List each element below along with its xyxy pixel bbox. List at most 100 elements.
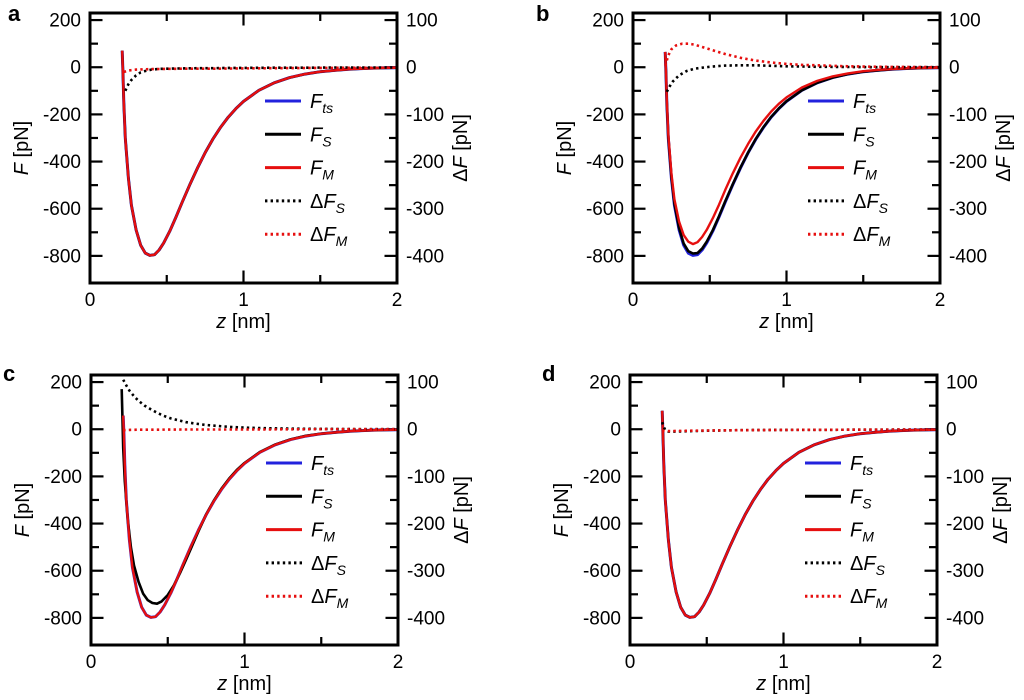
y-axis-right-tick-label: -200 (406, 152, 444, 173)
y-axis-right-tick-label: 0 (407, 420, 418, 441)
y-axis-right-tick-label: -300 (406, 199, 444, 220)
panel-label-a: a (8, 1, 21, 26)
y-axis-right-tick-label: 100 (406, 11, 438, 32)
y-axis-left-tick-label: -400 (586, 152, 624, 173)
y-axis-right-title: ΔF [pN] (451, 476, 473, 544)
y-axis-right-tick-label: -200 (946, 514, 984, 535)
y-axis-right-tick-label: 100 (949, 11, 981, 32)
y-axis-left-tick-label: 0 (610, 420, 621, 441)
y-axis-right-tick-label: 100 (946, 373, 978, 394)
x-axis-tick-label: 2 (932, 652, 943, 673)
legend-label: ΔFM (310, 224, 348, 249)
y-axis-left-tick-label: -800 (44, 608, 82, 629)
y-axis-left-tick-label: 200 (49, 11, 81, 32)
series-dF_S (124, 66, 396, 92)
x-axis-tick-label: 1 (238, 290, 249, 311)
y-axis-left-tick-label: 200 (592, 11, 624, 32)
panel-label-c: c (3, 361, 16, 386)
series-dF_S (665, 64, 939, 93)
y-axis-left-tick-label: -600 (586, 199, 624, 220)
y-axis-left-tick-label: -200 (43, 105, 81, 126)
y-axis-right-tick-label: -200 (407, 514, 445, 535)
series-F_ts (120, 50, 396, 257)
chart-b: 200 0 -200 -400 -600 -800 100 0 -100 -200 -300 -400… (554, 11, 1015, 333)
legend-label: Fts (311, 453, 334, 478)
y-axis-left-title: F [pN] (554, 121, 576, 175)
y-axis-left-tick-label: -600 (43, 199, 81, 220)
y-axis-left-tick-label: 0 (71, 420, 82, 441)
y-axis-left-tick-label: 200 (589, 373, 621, 394)
y-axis-right-tick-label: -100 (946, 467, 984, 488)
series-F_M (661, 410, 936, 619)
chart-d: 200 0 -200 -400 -600 -800 100 0 -100 -200 -300 -400… (551, 373, 1012, 695)
legend-label: FM (311, 520, 335, 545)
legend-label: FS (311, 486, 333, 511)
legend-label: ΔFM (853, 224, 891, 249)
y-axis-left-tick-label: -200 (44, 467, 82, 488)
y-axis-right-tick-label: -100 (407, 467, 445, 488)
y-axis-right-title: ΔF [pN] (993, 114, 1015, 182)
y-axis-right-title: ΔF [pN] (450, 114, 472, 182)
y-axis-left-title: F [pN] (12, 483, 34, 537)
x-axis-tick-label: 0 (85, 290, 96, 311)
series-F_S (660, 410, 936, 619)
y-axis-right-tick-label: 100 (407, 373, 439, 394)
y-axis-left-tick-label: -800 (586, 246, 624, 267)
y-axis-left-tick-label: -800 (43, 246, 81, 267)
y-axis-right-tick-label: 0 (946, 420, 957, 441)
series-F_M (121, 50, 396, 257)
plot-frame (628, 373, 939, 647)
series-dF_M (662, 428, 936, 433)
legend-label: Fts (853, 91, 876, 116)
legend-label: ΔFS (310, 191, 346, 216)
x-axis-tick-label: 2 (393, 652, 404, 673)
y-axis-left-tick-label: -800 (583, 608, 621, 629)
legend-label: FM (310, 158, 334, 183)
y-axis-left-title: F [pN] (11, 121, 33, 175)
series-F_ts (121, 415, 397, 619)
y-axis-right-tick-label: -300 (946, 561, 984, 582)
legend-label: FM (853, 158, 877, 183)
y-axis-right-tick-label: -200 (949, 152, 987, 173)
x-axis-tick-label: 1 (239, 652, 250, 673)
plot-frame (88, 11, 399, 285)
series-F_S (663, 51, 939, 255)
y-axis-right-tick-label: -400 (949, 246, 987, 267)
legend-label: FS (850, 486, 872, 511)
x-axis-tick-label: 1 (778, 652, 789, 673)
x-axis-title: z [nm] (758, 311, 813, 333)
y-axis-right-tick-label: -300 (949, 199, 987, 220)
y-axis-right-tick-label: -300 (407, 561, 445, 582)
series-F_S (120, 50, 396, 257)
panel-label-b: b (536, 1, 550, 26)
chart-c: 200 0 -200 -400 -600 -800 100 0 -100 -200 -300 -400… (12, 373, 473, 695)
series-F_ts (660, 410, 936, 619)
x-axis-tick-label: 2 (935, 290, 946, 311)
legend-label: FS (853, 124, 875, 149)
series-dF_S (122, 379, 397, 431)
panel-label-d: d (542, 361, 556, 386)
y-axis-left-tick-label: -400 (583, 514, 621, 535)
x-axis-tick-label: 1 (781, 290, 792, 311)
plot-frame (631, 11, 942, 285)
y-axis-right-tick-label: -400 (406, 246, 444, 267)
x-axis-tick-label: 0 (625, 652, 636, 673)
legend-label: Fts (850, 453, 873, 478)
y-axis-right-tick-label: -400 (407, 608, 445, 629)
y-axis-left-tick-label: -600 (583, 561, 621, 582)
series-dF_M (663, 42, 939, 69)
series-F_S (120, 389, 397, 605)
legend-label: ΔFM (850, 586, 888, 611)
panel-d: d 200 0 -200 -400 -600 -800 100 0 -100 -200 -300 -4… (512, 350, 1024, 700)
y-axis-left-tick-label: 200 (50, 373, 82, 394)
series-F_M (122, 415, 397, 619)
legend-label: Fts (310, 91, 333, 116)
y-axis-right-tick-label: -100 (949, 105, 987, 126)
panel-b: b 200 0 -200 -400 -600 -800 100 0 -100 -200 -300 -4… (512, 0, 1024, 350)
x-axis-title: z [nm] (216, 673, 271, 695)
series-F_M (664, 51, 939, 246)
legend-label: ΔFS (311, 553, 347, 578)
legend-label: ΔFS (853, 191, 889, 216)
legend-label: ΔFS (850, 553, 886, 578)
